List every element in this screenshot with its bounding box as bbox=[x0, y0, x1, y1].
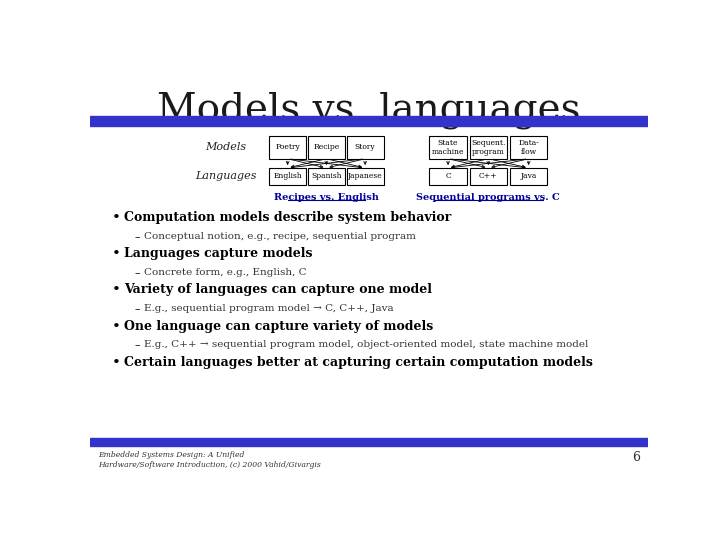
Text: Java: Java bbox=[521, 172, 537, 180]
Bar bbox=[510, 136, 547, 159]
Text: 6: 6 bbox=[632, 451, 640, 464]
Text: Recipe: Recipe bbox=[313, 143, 340, 151]
Bar bbox=[307, 168, 345, 185]
Text: •: • bbox=[112, 284, 120, 298]
Text: E.g., C++ → sequential program model, object-oriented model, state machine model: E.g., C++ → sequential program model, ob… bbox=[144, 340, 589, 349]
Text: Sequential programs vs. C: Sequential programs vs. C bbox=[416, 193, 560, 201]
Bar bbox=[429, 168, 467, 185]
Text: –: – bbox=[135, 232, 140, 242]
Text: One language can capture variety of models: One language can capture variety of mode… bbox=[124, 320, 433, 333]
Bar bbox=[90, 438, 648, 446]
Bar bbox=[90, 116, 648, 126]
Text: Conceptual notion, e.g., recipe, sequential program: Conceptual notion, e.g., recipe, sequent… bbox=[144, 232, 416, 241]
Text: –: – bbox=[135, 268, 140, 278]
Bar bbox=[269, 168, 306, 185]
Text: –: – bbox=[135, 304, 140, 314]
Text: Spanish: Spanish bbox=[311, 172, 342, 180]
Text: •: • bbox=[112, 320, 120, 334]
Bar bbox=[469, 168, 507, 185]
Bar bbox=[469, 136, 507, 159]
Text: Story: Story bbox=[355, 143, 375, 151]
Text: Embedded Systems Design: A Unified
Hardware/Software Introduction, (c) 2000 Vahi: Embedded Systems Design: A Unified Hardw… bbox=[98, 451, 320, 469]
Text: Computation models describe system behavior: Computation models describe system behav… bbox=[124, 211, 451, 224]
Text: C: C bbox=[445, 172, 451, 180]
Text: C++: C++ bbox=[479, 172, 498, 180]
Text: English: English bbox=[274, 172, 302, 180]
Bar bbox=[346, 136, 384, 159]
Bar bbox=[307, 136, 345, 159]
Text: Languages capture models: Languages capture models bbox=[124, 247, 312, 260]
Bar bbox=[346, 168, 384, 185]
Text: Concrete form, e.g., English, C: Concrete form, e.g., English, C bbox=[144, 268, 307, 277]
Text: Languages: Languages bbox=[195, 172, 256, 181]
Text: Japanese: Japanese bbox=[348, 172, 382, 180]
Text: E.g., sequential program model → C, C++, Java: E.g., sequential program model → C, C++,… bbox=[144, 304, 394, 313]
Text: •: • bbox=[112, 211, 120, 225]
Text: Sequent.
program: Sequent. program bbox=[471, 139, 505, 156]
Text: Models: Models bbox=[205, 142, 246, 152]
Text: –: – bbox=[135, 340, 140, 350]
Text: Data-
flow: Data- flow bbox=[518, 139, 539, 156]
Text: Certain languages better at capturing certain computation models: Certain languages better at capturing ce… bbox=[124, 356, 593, 369]
Text: •: • bbox=[112, 247, 120, 261]
Text: Variety of languages can capture one model: Variety of languages can capture one mod… bbox=[124, 284, 432, 296]
Bar bbox=[429, 136, 467, 159]
Bar bbox=[510, 168, 547, 185]
Text: Models vs. languages: Models vs. languages bbox=[157, 92, 581, 129]
Bar bbox=[269, 136, 306, 159]
Text: State
machine: State machine bbox=[432, 139, 464, 156]
Text: Poetry: Poetry bbox=[275, 143, 300, 151]
Text: •: • bbox=[112, 356, 120, 370]
Text: Recipes vs. English: Recipes vs. English bbox=[274, 193, 379, 201]
